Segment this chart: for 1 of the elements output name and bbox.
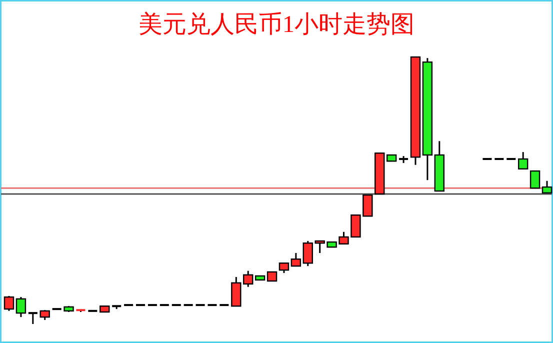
chart-title: 美元兑人民币1小时走势图 — [138, 11, 414, 38]
